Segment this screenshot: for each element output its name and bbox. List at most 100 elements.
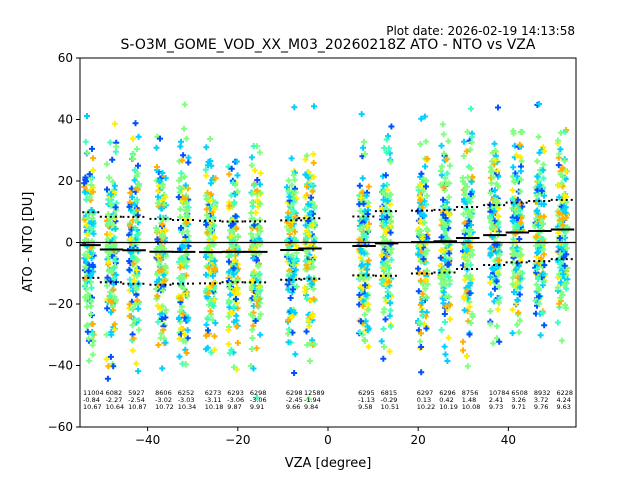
data-point [560, 206, 567, 213]
data-point [536, 300, 543, 307]
data-point [257, 189, 264, 196]
stat-label-std: 9.63 [556, 403, 570, 411]
y-tick-label: −60 [48, 420, 73, 434]
stat-label-count: 5927 [128, 389, 145, 397]
data-point [108, 329, 115, 336]
data-point [88, 255, 95, 262]
data-point [83, 196, 90, 203]
data-point [535, 222, 542, 229]
data-point [309, 313, 316, 320]
data-point [418, 330, 424, 337]
data-point [365, 306, 372, 313]
data-point [512, 266, 519, 273]
data-point [132, 301, 139, 308]
data-point [387, 249, 394, 256]
data-point [464, 352, 470, 359]
data-point [365, 183, 372, 190]
data-point [209, 272, 216, 279]
data-point [208, 162, 215, 169]
data-point [256, 284, 263, 291]
data-point [178, 283, 185, 290]
data-point [541, 322, 548, 329]
data-point [421, 213, 428, 219]
data-point [82, 138, 89, 145]
data-point [89, 188, 96, 195]
data-point [234, 188, 241, 195]
data-point [439, 295, 446, 302]
data-point [256, 235, 263, 242]
data-point [420, 188, 427, 195]
data-point [420, 281, 427, 288]
data-point [516, 236, 523, 242]
data-point [421, 219, 428, 226]
data-point [382, 316, 389, 323]
data-point [105, 211, 112, 218]
data-point [212, 175, 219, 182]
data-point [385, 133, 391, 140]
data-point [248, 154, 255, 161]
stat-label-count: 12589 [304, 389, 325, 397]
data-point [159, 170, 166, 176]
data-point [461, 227, 468, 234]
data-point [290, 286, 296, 293]
stat-label-count: 6228 [556, 389, 573, 397]
data-point [177, 143, 184, 150]
data-point [104, 305, 111, 312]
data-point [285, 330, 292, 337]
data-point [182, 346, 189, 353]
data-point [384, 214, 391, 221]
data-point [228, 192, 235, 199]
point-column [302, 103, 318, 403]
data-point [356, 226, 363, 233]
point-column [414, 113, 431, 376]
data-point [291, 309, 298, 316]
data-point [158, 316, 165, 322]
stat-label-std: 9.84 [304, 403, 318, 411]
stat-label-mean: -3.03 [178, 396, 195, 404]
data-point [558, 337, 565, 344]
data-point [129, 305, 136, 312]
data-point [517, 188, 524, 195]
data-point [311, 341, 318, 348]
stat-label-mean: -2.54 [128, 396, 145, 404]
data-point [153, 164, 160, 170]
data-point [285, 316, 292, 323]
data-point [357, 246, 364, 253]
data-point [154, 271, 160, 278]
data-point [254, 302, 261, 309]
data-point [183, 135, 190, 142]
data-point [248, 283, 255, 290]
data-point [382, 172, 389, 179]
data-point [104, 375, 111, 382]
data-point [230, 221, 236, 228]
stat-label-std: 9.58 [358, 403, 372, 411]
data-point [534, 173, 541, 180]
data-point [365, 227, 372, 234]
data-point [382, 226, 389, 233]
data-point [423, 177, 430, 184]
data-point [417, 141, 424, 148]
data-point [380, 182, 387, 189]
data-point [103, 356, 110, 363]
data-point [467, 165, 474, 172]
data-point [534, 207, 541, 214]
data-point [251, 222, 258, 229]
data-point [541, 148, 548, 155]
data-point [443, 156, 450, 163]
data-point [418, 344, 425, 350]
data-point [103, 161, 110, 168]
data-point [441, 150, 448, 157]
data-point [160, 326, 167, 333]
data-point [131, 167, 138, 173]
data-point [437, 181, 444, 188]
data-point [90, 155, 97, 162]
data-point [176, 335, 183, 342]
data-point [185, 232, 192, 239]
data-point [291, 104, 298, 111]
data-point [467, 191, 474, 198]
data-point [135, 133, 142, 140]
data-point [468, 247, 475, 253]
data-point [111, 120, 118, 127]
data-point [446, 250, 453, 257]
data-point [462, 276, 469, 283]
